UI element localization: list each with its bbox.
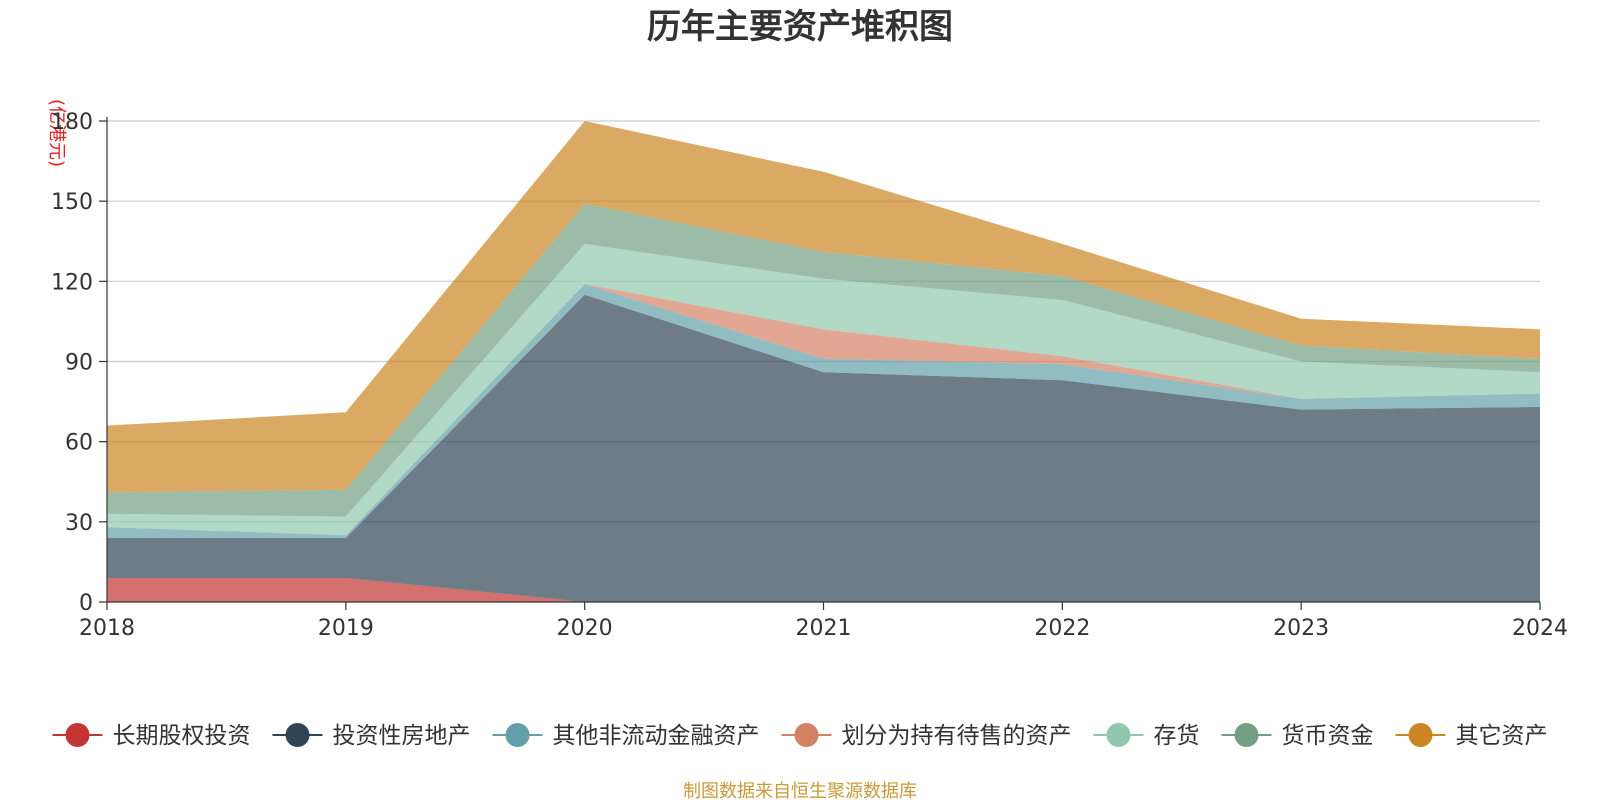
- legend-label: 长期股权投资: [113, 723, 251, 749]
- chart-title: 历年主要资产堆积图: [647, 7, 953, 47]
- y-tick-label: 0: [79, 591, 93, 616]
- y-tick-label: 150: [51, 190, 93, 215]
- x-tick-label: 2023: [1273, 616, 1329, 641]
- area-series-5: [107, 203, 1540, 517]
- series-areas: [107, 121, 1540, 602]
- legend-item-6[interactable]: 其它资产: [1395, 723, 1548, 749]
- legend[interactable]: 长期股权投资 投资性房地产 其他非流动金融资产 划分为持有待售的资产 存货 货币资金 其它资…: [52, 723, 1548, 749]
- legend-item-4[interactable]: 存货: [1093, 723, 1200, 749]
- legend-label: 存货: [1154, 723, 1200, 749]
- legend-dot-marker: [505, 723, 530, 747]
- source-note: 制图数据来自恒生聚源数据库: [683, 781, 917, 800]
- y-tick-label: 60: [65, 431, 93, 456]
- legend-dot-marker: [1234, 723, 1259, 747]
- x-tick-label: 2018: [79, 616, 135, 641]
- legend-item-5[interactable]: 货币资金: [1221, 723, 1374, 749]
- legend-dot-marker: [794, 723, 819, 747]
- x-tick-label: 2022: [1034, 616, 1090, 641]
- legend-dot-marker: [65, 723, 90, 747]
- x-tick-label: 2021: [796, 616, 852, 641]
- legend-item-3[interactable]: 划分为持有待售的资产: [781, 723, 1072, 749]
- legend-label: 货币资金: [1282, 723, 1374, 749]
- y-tick-label: 180: [51, 110, 93, 135]
- axes: 0 30 60 90 120 150 180 2018 2019 2020 2021 2022 2023…: [51, 110, 1568, 641]
- y-tick-label: 120: [51, 270, 93, 295]
- legend-item-2[interactable]: 其他非流动金融资产: [492, 723, 760, 749]
- legend-dot-marker: [1106, 723, 1131, 747]
- legend-label: 投资性房地产: [333, 723, 471, 749]
- y-axis-unit-label: (亿港元): [46, 99, 67, 167]
- legend-dot-marker: [1408, 723, 1433, 747]
- area-series-1: [107, 294, 1540, 602]
- x-tick-label: 2020: [557, 616, 613, 641]
- area-series-3: [107, 284, 1540, 536]
- area-series-6: [107, 121, 1540, 493]
- y-tick-label: 90: [65, 351, 93, 376]
- legend-item-0[interactable]: 长期股权投资: [52, 723, 251, 749]
- area-series-4: [107, 243, 1540, 536]
- legend-dot-marker: [285, 723, 310, 747]
- legend-label: 划分为持有待售的资产: [842, 723, 1072, 749]
- legend-label: 其他非流动金融资产: [553, 723, 760, 749]
- area-series-0: [107, 578, 1540, 602]
- legend-label: 其它资产: [1456, 723, 1548, 749]
- x-tick-label: 2019: [318, 616, 374, 641]
- legend-item-1[interactable]: 投资性房地产: [272, 723, 471, 749]
- x-tick-label: 2024: [1512, 616, 1568, 641]
- y-tick-label: 30: [65, 511, 93, 536]
